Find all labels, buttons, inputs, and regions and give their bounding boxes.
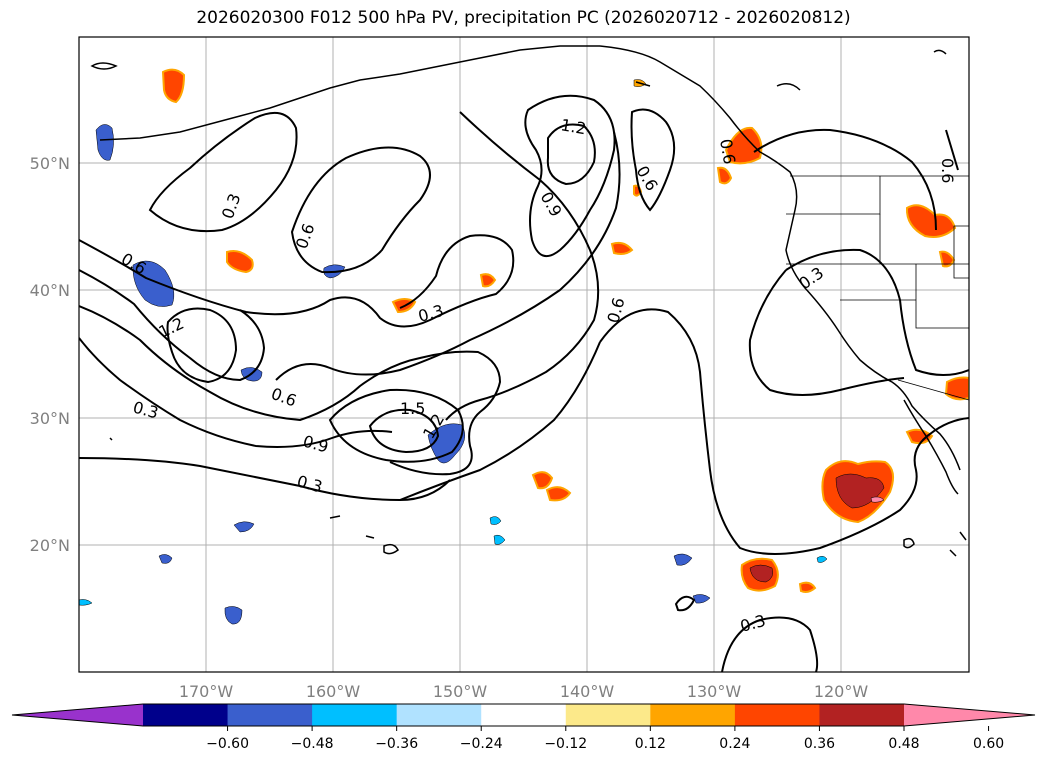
lat-axis-labels: 50°N 40°N 30°N 20°N xyxy=(30,154,70,555)
colorbar-tick-label: 0.48 xyxy=(888,736,919,752)
colorbar-tick-label: 0.12 xyxy=(635,736,666,752)
colorbar-swatch xyxy=(650,704,736,726)
map-content: 0.3 0.6 0.6 0.6 0.3 0.6 1.2 0.9 0.6 0.6 … xyxy=(79,37,969,672)
map-frame xyxy=(78,36,970,673)
colorbar-swatch xyxy=(734,704,820,726)
colorbar-tick-label: −0.12 xyxy=(544,736,587,752)
colorbar: −0.60 −0.48 −0.36 −0.24 −0.12 0.12 0.24 0.36 0.4… xyxy=(11,703,1036,752)
colorbar-swatch xyxy=(396,704,482,726)
lon-label: 160°W xyxy=(306,682,361,701)
precip-positive-areas xyxy=(161,68,969,593)
lon-label: 170°W xyxy=(179,682,234,701)
coastlines xyxy=(90,45,967,557)
lat-label: 20°N xyxy=(30,536,70,555)
political-borders xyxy=(786,175,969,401)
contour-label: 0.6 xyxy=(716,137,739,165)
colorbar-tick-label: −0.36 xyxy=(375,736,418,752)
lat-label: 50°N xyxy=(30,154,70,173)
colorbar-tick-label: 0.60 xyxy=(973,736,1004,752)
pv-contours xyxy=(79,94,969,672)
lon-label: 140°W xyxy=(560,682,615,701)
colorbar-swatch xyxy=(565,704,651,726)
contour-label: 1.5 xyxy=(400,399,425,418)
contour-label: 0.6 xyxy=(938,158,957,183)
gridlines xyxy=(79,37,969,672)
colorbar-tick-label: 0.36 xyxy=(804,736,835,752)
precip-negative-areas xyxy=(79,124,828,625)
colorbar-swatch xyxy=(481,704,567,726)
lon-axis-labels: 170°W 160°W 150°W 140°W 130°W 120°W xyxy=(179,682,869,701)
colorbar-swatch xyxy=(143,704,229,726)
map-title: 2026020300 F012 500 hPa PV, precipitatio… xyxy=(196,8,851,28)
colorbar-swatch xyxy=(819,704,905,726)
lon-label: 150°W xyxy=(433,682,488,701)
lon-label: 120°W xyxy=(814,682,869,701)
lat-label: 30°N xyxy=(30,409,70,428)
lon-label: 130°W xyxy=(687,682,742,701)
lat-label: 40°N xyxy=(30,281,70,300)
colorbar-tick-label: −0.24 xyxy=(460,736,503,752)
colorbar-tick-label: −0.60 xyxy=(206,736,249,752)
colorbar-extend-max xyxy=(904,704,1035,726)
colorbar-swatch xyxy=(227,704,313,726)
colorbar-extend-min xyxy=(12,704,143,726)
colorbar-tick-label: −0.48 xyxy=(291,736,334,752)
contour-label: 1.2 xyxy=(559,115,587,138)
colorbar-tick-label: 0.24 xyxy=(719,736,750,752)
colorbar-outline xyxy=(11,703,1036,727)
colorbar-swatch xyxy=(312,704,398,726)
